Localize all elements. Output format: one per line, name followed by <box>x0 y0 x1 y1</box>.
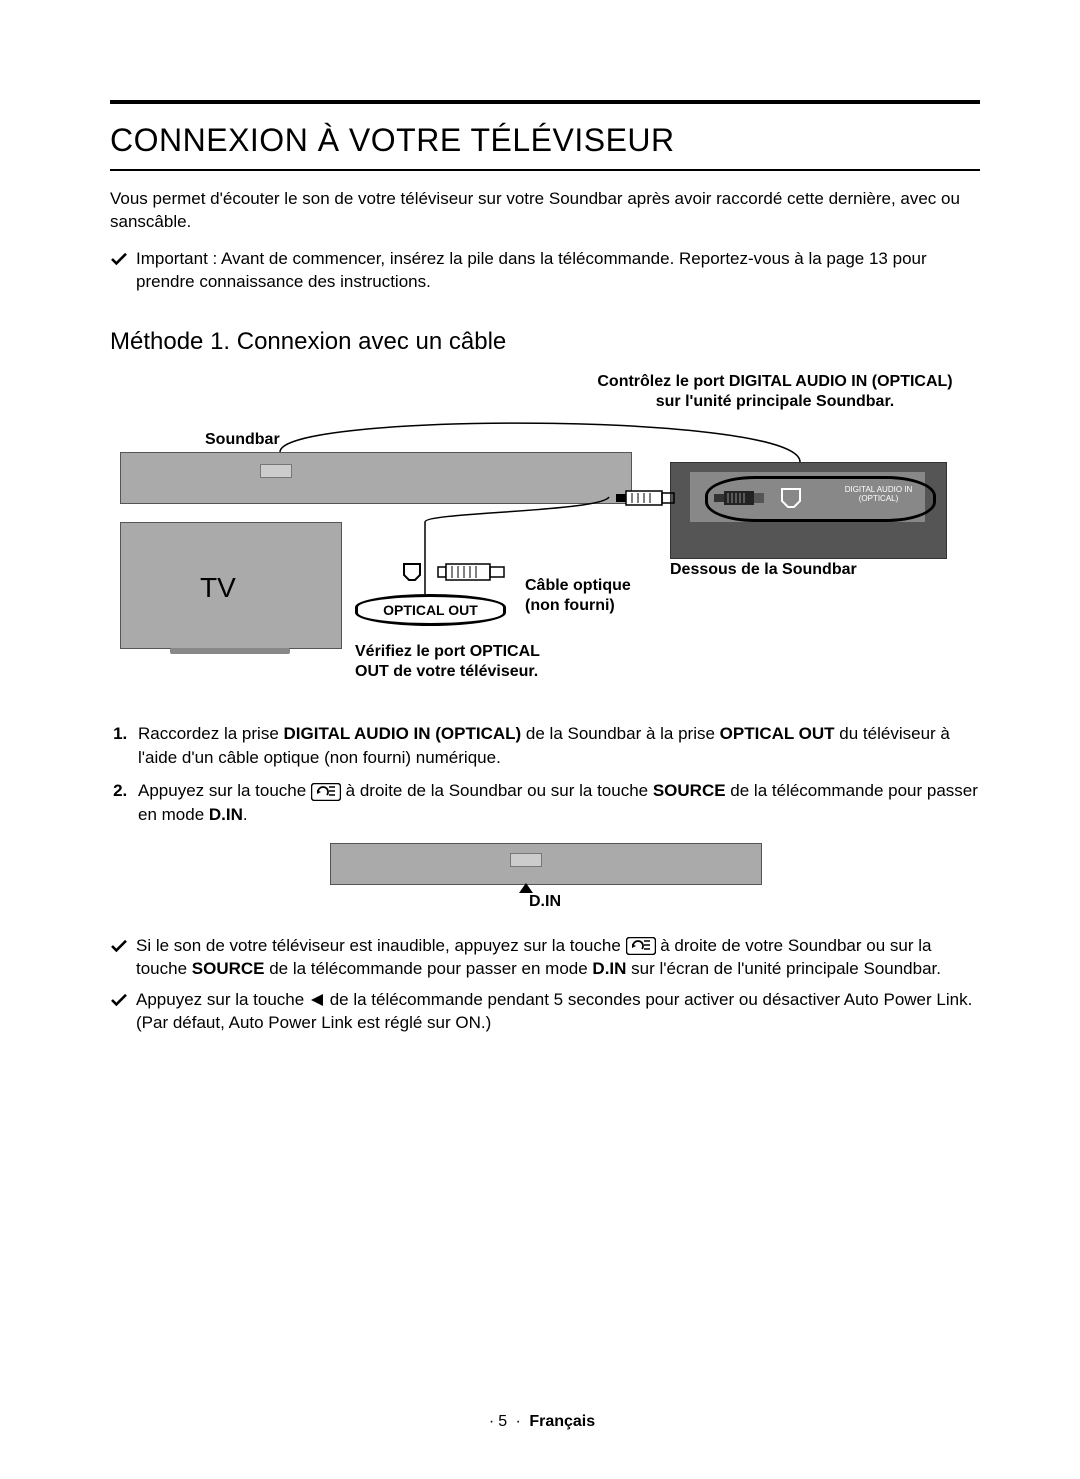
note1-d: sur l'écran de l'unité principale Soundb… <box>626 959 941 978</box>
page-language: Français <box>529 1413 595 1430</box>
step2-bold-2: D.IN <box>209 805 243 824</box>
note1-c: de la télécommande pour passer en mode <box>265 959 593 978</box>
step-1: Raccordez la prise DIGITAL AUDIO IN (OPT… <box>132 722 980 770</box>
method-heading: Méthode 1. Connexion avec un câble <box>110 328 980 356</box>
note2-a: Appuyez sur la touche <box>136 990 309 1009</box>
step1-text-a: Raccordez la prise <box>138 724 284 743</box>
intro-text: Vous permet d'écouter le son de votre té… <box>110 188 980 234</box>
optical-jack-icon <box>714 487 769 509</box>
note-1-text: Si le son de votre téléviseur est inaudi… <box>136 935 980 981</box>
tv-label: TV <box>200 572 236 604</box>
step1-bold-1: DIGITAL AUDIO IN (OPTICAL) <box>284 724 522 743</box>
bottom-panel-label: Dessous de la Soundbar <box>670 560 857 580</box>
optical-plug-icon <box>400 560 520 589</box>
din-label: D.IN <box>330 893 760 911</box>
important-note: Important : Avant de commencer, insérez … <box>110 248 980 294</box>
din-arrow-icon <box>519 883 533 893</box>
source-button-icon <box>311 783 341 801</box>
port-text: DIGITAL AUDIO IN (OPTICAL) <box>836 486 921 504</box>
step2-text-a: Appuyez sur la touche <box>138 781 311 800</box>
cable-label-2: (non fourni) <box>525 596 615 616</box>
step1-text-b: de la Soundbar à la prise <box>521 724 719 743</box>
tv-port-note-2: OUT de votre téléviseur. <box>355 662 538 682</box>
important-note-text: Important : Avant de commencer, insérez … <box>136 248 980 294</box>
step-2: Appuyez sur la touche à droite de la Sou… <box>132 779 980 827</box>
page-title: CONNEXION À VOTRE TÉLÉVISEUR <box>110 122 980 159</box>
step1-bold-2: OPTICAL OUT <box>720 724 835 743</box>
optical-out-port-label: OPTICAL OUT <box>355 594 506 626</box>
notes-list: Si le son de votre téléviseur est inaudi… <box>110 935 980 1035</box>
port-text-line2: (OPTICAL) <box>859 494 899 503</box>
check-icon <box>110 937 130 960</box>
step2-text-b: à droite de la Soundbar ou sur la touche <box>341 781 653 800</box>
note-2-text: Appuyez sur la touche de la télécommande… <box>136 989 980 1035</box>
note1-a: Si le son de votre téléviseur est inaudi… <box>136 936 626 955</box>
digital-audio-in-port: DIGITAL AUDIO IN (OPTICAL) <box>705 476 936 522</box>
top-rule <box>110 100 980 104</box>
step2-text-d: . <box>243 805 248 824</box>
title-underline <box>110 169 980 171</box>
manual-page: CONNEXION À VOTRE TÉLÉVISEUR Vous permet… <box>0 0 1080 1479</box>
check-icon <box>110 991 130 1014</box>
din-diagram: D.IN <box>330 843 760 913</box>
note-2: Appuyez sur la touche de la télécommande… <box>110 989 980 1035</box>
tv-port-note-1: Vérifiez le port OPTICAL <box>355 642 540 662</box>
port-shape-icon <box>778 485 804 511</box>
note1-bold-1: SOURCE <box>192 959 265 978</box>
page-footer: ·5 · Français <box>0 1413 1080 1431</box>
din-soundbar-shape <box>330 843 762 885</box>
cable-plug-left-icon <box>616 488 676 508</box>
important-note-list: Important : Avant de commencer, insérez … <box>110 248 980 294</box>
tv-stand <box>170 648 290 654</box>
connection-diagram: Contrôlez le port DIGITAL AUDIO IN (OPTI… <box>110 372 970 702</box>
page-number: 5 <box>498 1413 507 1430</box>
check-icon <box>110 250 130 273</box>
steps-list: Raccordez la prise DIGITAL AUDIO IN (OPT… <box>110 722 980 827</box>
note-1: Si le son de votre téléviseur est inaudi… <box>110 935 980 981</box>
source-button-icon <box>626 937 656 955</box>
step2-bold-1: SOURCE <box>653 781 726 800</box>
cable-label-1: Câble optique <box>525 576 631 596</box>
left-arrow-icon <box>309 993 325 1007</box>
note1-bold-2: D.IN <box>592 959 626 978</box>
port-text-line1: DIGITAL AUDIO IN <box>845 485 913 494</box>
din-display <box>510 853 542 867</box>
